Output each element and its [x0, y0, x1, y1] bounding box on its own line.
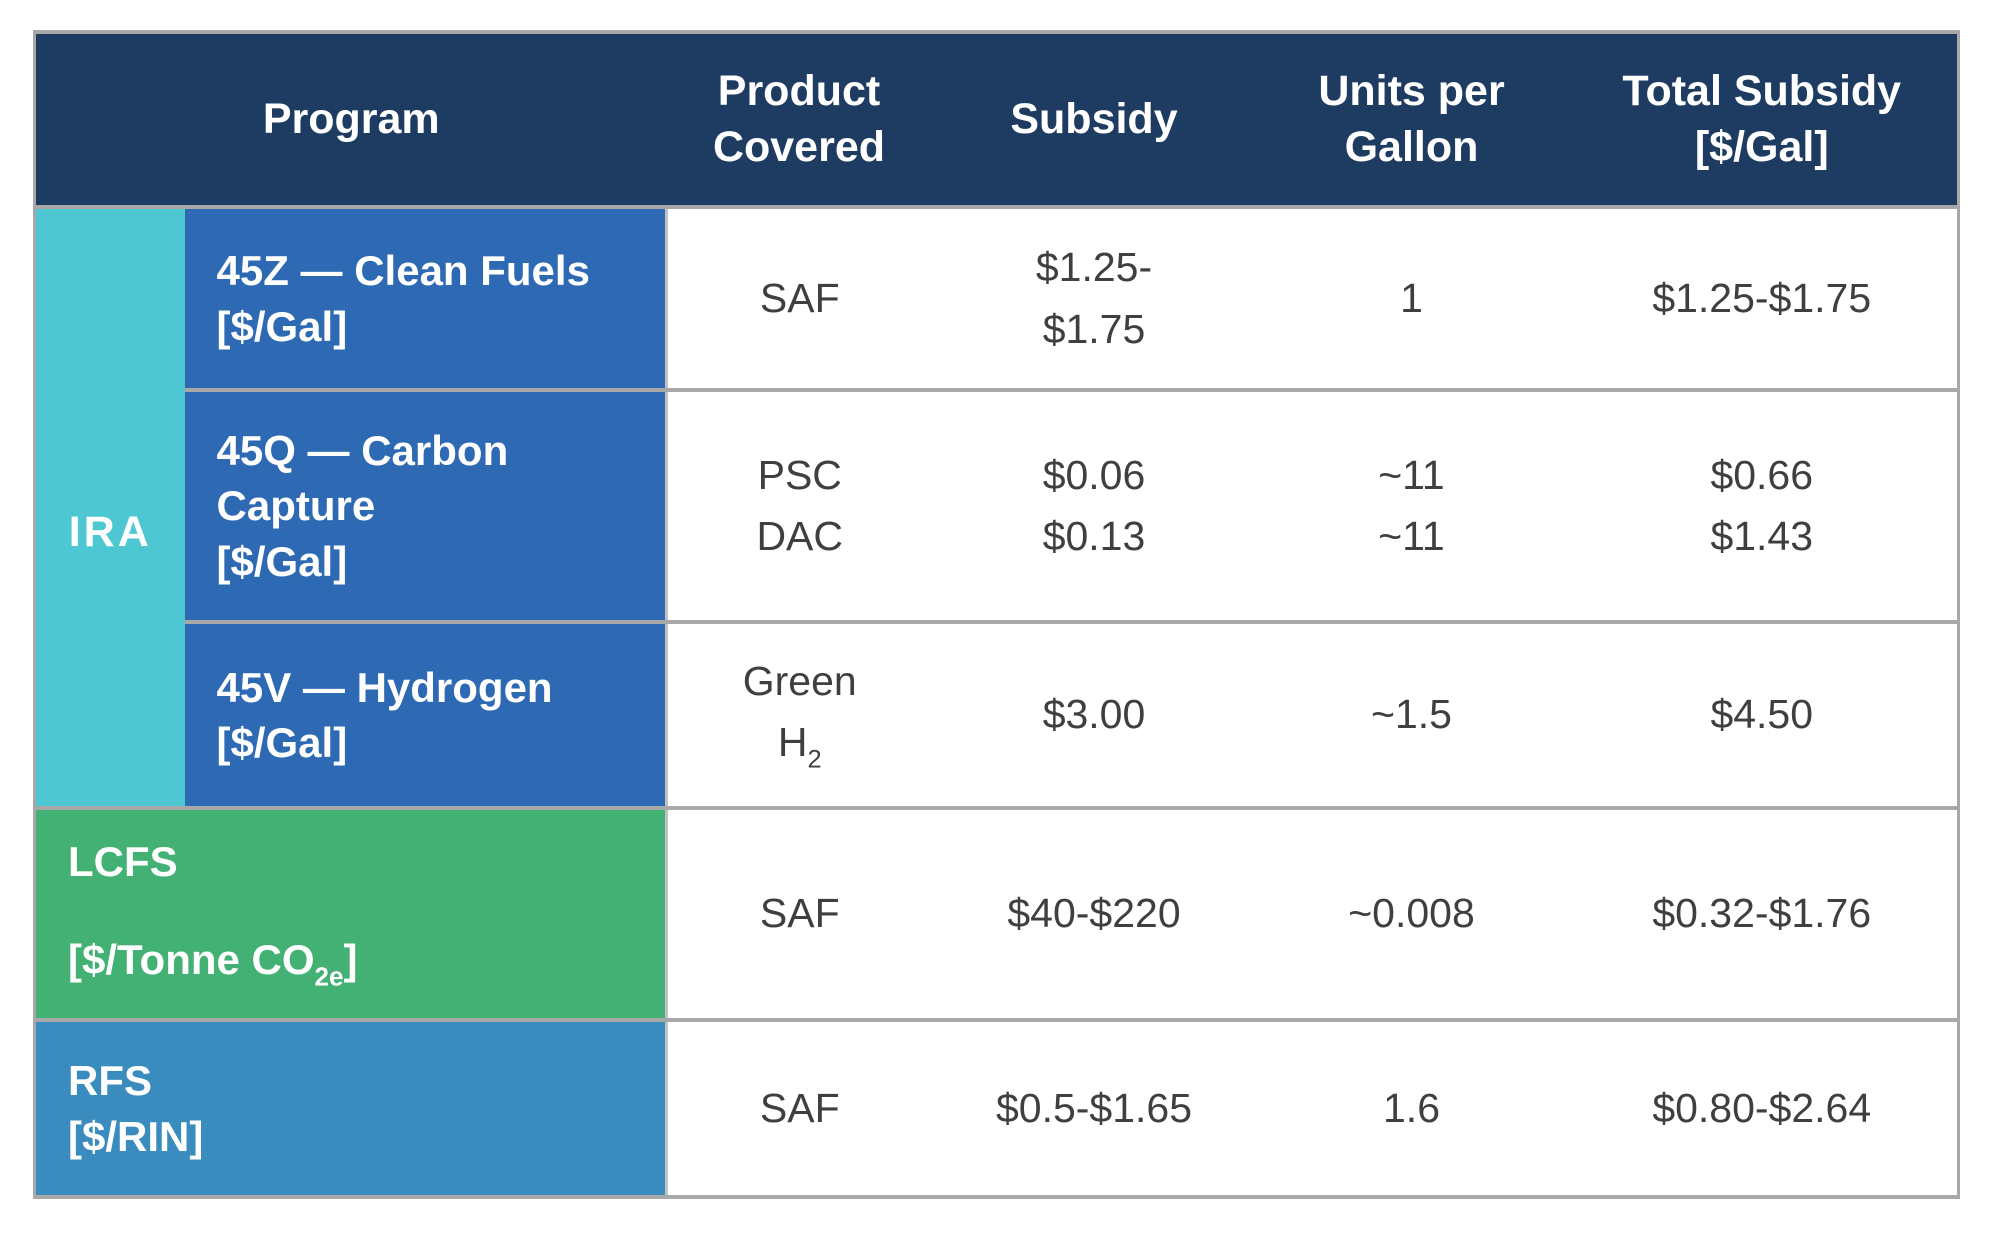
units-cell-45v: ~1.5 [1256, 620, 1567, 810]
product-cell-rfs: SAF [666, 1018, 932, 1199]
subsidy-value: $40-$220 [1007, 890, 1181, 937]
units-value: ~0.008 [1348, 890, 1475, 937]
co2e-subscript: 2e [314, 961, 344, 992]
row-45q: 45Q — Carbon Capture [$/Gal] PSC DAC $0.… [35, 388, 1959, 624]
subsidy-cell-45v: $3.00 [931, 620, 1257, 810]
h2-base: H [777, 719, 808, 766]
subsidy-value: $0.5-$1.65 [995, 1084, 1193, 1131]
units-value-line: ~11 [1378, 513, 1445, 559]
product-value-line: PSC [757, 451, 842, 498]
header-total-subsidy: Total Subsidy [$/Gal] [1566, 30, 1959, 209]
h2-subscript: 2 [807, 745, 822, 774]
subsidy-value-line: $1.25- [1035, 244, 1153, 290]
units-cell-45q: ~11 ~11 [1256, 388, 1567, 624]
program-unit: [$/Gal] [216, 302, 348, 350]
units-value: 1 [1400, 274, 1423, 321]
header-row: Program Product Covered Subsidy Units pe… [34, 30, 1959, 209]
units-value: ~1.5 [1371, 691, 1452, 738]
product-value-line: DAC [756, 513, 844, 559]
total-cell-45q: $0.66 $1.43 [1566, 388, 1959, 624]
program-unit: [$/Gal] [216, 537, 348, 585]
rfs-name: RFS [68, 1057, 152, 1105]
header-product-covered: Product Covered [666, 30, 932, 209]
total-cell-45v: $4.50 [1566, 620, 1959, 810]
program-line: 45Q — Carbon [216, 426, 509, 474]
lcfs-group-cell: LCFS [$/Tonne CO2e] [34, 806, 668, 1022]
program-line: Capture [216, 482, 376, 530]
ira-group-cell: IRA [34, 205, 185, 810]
total-value-line: $1.43 [1710, 513, 1814, 559]
total-cell-45z: $1.25-$1.75 [1566, 205, 1959, 392]
program-line: 45Z — Clean Fuels [216, 247, 590, 295]
product-cell-45z: SAF [666, 205, 932, 392]
subsidy-cell-lcfs: $40-$220 [931, 806, 1257, 1022]
rfs-unit: [$/RIN] [68, 1112, 204, 1160]
header-units-per-gallon: Units per Gallon [1256, 30, 1567, 209]
subsidy-value-line: $0.13 [1042, 513, 1146, 559]
subsidy-table: Program Product Covered Subsidy Units pe… [33, 30, 1960, 1199]
rfs-group-cell: RFS [$/RIN] [34, 1018, 668, 1199]
units-value-line: ~11 [1378, 451, 1445, 498]
total-value: $0.80-$2.64 [1652, 1084, 1872, 1131]
product-value: SAF [759, 890, 840, 937]
row-45v: 45V — Hydrogen [$/Gal] Green H2 $3.00 ~1… [35, 620, 1959, 810]
lcfs-unit-post: ] [343, 935, 358, 983]
product-cell-45v: Green H2 [666, 620, 932, 810]
row-lcfs: LCFS [$/Tonne CO2e] SAF $40-$220 ~0.008 … [34, 806, 1959, 1022]
header-program: Program [34, 30, 667, 209]
lcfs-unit-pre: [$/Tonne CO [68, 935, 315, 983]
program-cell-45v: 45V — Hydrogen [$/Gal] [184, 620, 668, 810]
row-45z: IRA 45Z — Clean Fuels [$/Gal] SAF $1.25-… [34, 205, 1959, 810]
subsidy-cell-45q: $0.06 $0.13 [931, 388, 1257, 624]
product-value: SAF [759, 1084, 840, 1131]
subsidy-value-line: $1.75 [1042, 305, 1146, 352]
total-value: $0.32-$1.76 [1652, 890, 1872, 937]
product-cell-45q: PSC DAC [666, 388, 932, 624]
total-cell-rfs: $0.80-$2.64 [1566, 1018, 1959, 1199]
product-value-line: H2 [668, 712, 932, 779]
lcfs-name: LCFS [68, 838, 178, 886]
program-unit: [$/Gal] [216, 719, 348, 766]
product-cell-lcfs: SAF [666, 806, 932, 1022]
program-line: 45V — Hydrogen [216, 663, 553, 711]
units-value: 1.6 [1383, 1084, 1440, 1131]
total-value: $4.50 [1710, 691, 1814, 738]
subsidy-cell-rfs: $0.5-$1.65 [931, 1018, 1257, 1199]
total-cell-lcfs: $0.32-$1.76 [1566, 806, 1959, 1022]
units-cell-lcfs: ~0.008 [1256, 806, 1567, 1022]
subsidy-cell-45z: $1.25- $1.75 [931, 205, 1257, 392]
total-value-line: $0.66 [1710, 451, 1814, 498]
product-value: SAF [759, 274, 840, 321]
total-value: $1.25-$1.75 [1652, 274, 1872, 321]
units-cell-rfs: 1.6 [1256, 1018, 1567, 1199]
row-rfs: RFS [$/RIN] SAF $0.5-$1.65 1.6 $0.80-$2.… [34, 1018, 1959, 1199]
header-subsidy: Subsidy [931, 30, 1257, 209]
subsidy-value-line: $0.06 [1042, 451, 1146, 498]
program-cell-45z: 45Z — Clean Fuels [$/Gal] [184, 205, 668, 392]
units-cell-45z: 1 [1256, 205, 1567, 392]
subsidy-value: $3.00 [1042, 691, 1146, 738]
lcfs-unit: [$/Tonne CO2e] [68, 932, 665, 994]
program-cell-45q: 45Q — Carbon Capture [$/Gal] [184, 388, 668, 624]
product-value-line: Green [742, 657, 857, 704]
